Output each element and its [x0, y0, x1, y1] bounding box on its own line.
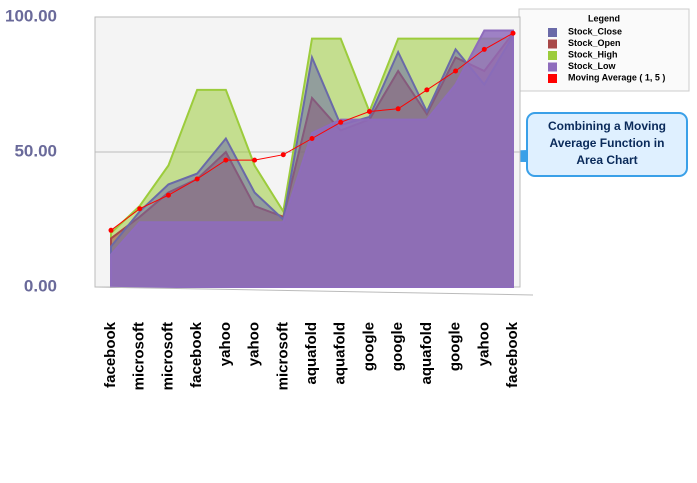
- legend-label: Stock_Open: [568, 38, 621, 48]
- x-tick-label: aquafold: [303, 322, 320, 385]
- x-tick-label: yahoo: [217, 322, 234, 366]
- point: [309, 136, 315, 141]
- legend-swatch: [548, 62, 557, 72]
- legend-label: Stock_Low: [568, 61, 617, 71]
- x-tick-label: yahoo: [246, 322, 263, 366]
- point: [453, 68, 459, 74]
- legend-box: [518, 8, 690, 92]
- legend-swatch: [548, 74, 557, 83]
- x-tick-label: microsoft: [159, 322, 176, 390]
- annotation: Combining a Moving: [548, 119, 666, 133]
- point: [395, 106, 401, 112]
- x-tick-label: microsoft: [131, 322, 148, 390]
- x-tick-label: google: [447, 322, 464, 371]
- legend-swatch: [548, 28, 557, 37]
- x-tick-label: facebook: [504, 321, 521, 388]
- legend-title: Legend: [588, 13, 620, 23]
- point: [108, 227, 114, 233]
- legend-label: Moving Average ( 1, 5 ): [568, 72, 665, 82]
- x-tick-label: facebook: [188, 321, 205, 388]
- y-tick-label: 0.00: [24, 276, 57, 295]
- point: [137, 206, 143, 212]
- area: [110, 29, 514, 288]
- legend-swatch: [548, 51, 557, 60]
- point: [481, 46, 487, 52]
- x-tick-label: aquafold: [332, 322, 349, 385]
- point: [366, 109, 372, 114]
- x-tick-label: google: [360, 322, 377, 371]
- x-tick-label: microsoft: [274, 322, 291, 390]
- y-tick-label: 50.00: [14, 141, 57, 160]
- legend-label: Stock_High: [568, 49, 618, 59]
- point: [280, 152, 286, 158]
- x-tick-label: aquafold: [418, 322, 435, 385]
- callout-box: [526, 112, 688, 177]
- point: [194, 176, 200, 182]
- legend-swatch: [548, 39, 557, 49]
- x-tick-label: yahoo: [475, 322, 492, 366]
- legend-label: Stock_Close: [568, 26, 622, 36]
- floor: [94, 286, 534, 296]
- x-tick-label: google: [389, 322, 406, 371]
- point: [165, 192, 171, 198]
- point: [223, 157, 229, 163]
- annotation: Average Function in: [550, 136, 665, 150]
- x-tick-label: facebook: [102, 321, 119, 388]
- annotation: Area Chart: [576, 153, 637, 167]
- y-tick-label: 100.00: [5, 6, 57, 25]
- point: [252, 157, 258, 163]
- point: [424, 87, 430, 93]
- point: [338, 119, 344, 125]
- point: [510, 30, 516, 36]
